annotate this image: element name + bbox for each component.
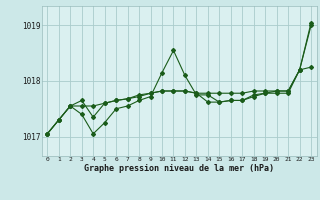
X-axis label: Graphe pression niveau de la mer (hPa): Graphe pression niveau de la mer (hPa) bbox=[84, 164, 274, 173]
